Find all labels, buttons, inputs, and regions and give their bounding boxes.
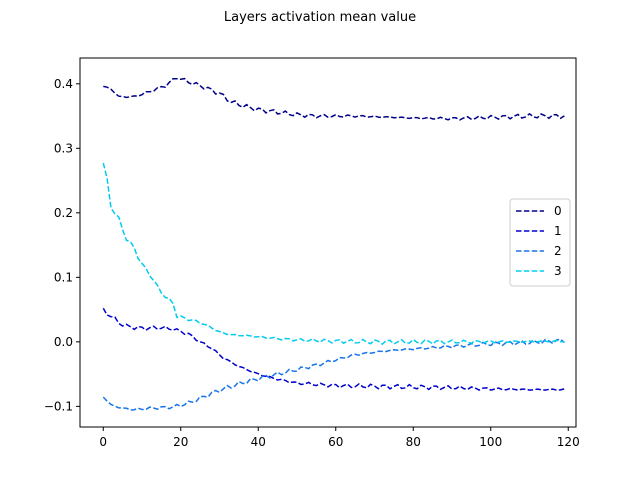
x-tick-label: 60 (328, 435, 343, 449)
series-line-0 (103, 77, 565, 121)
x-tick-label: 80 (406, 435, 421, 449)
legend-label-2: 2 (554, 244, 562, 258)
legend-label-3: 3 (554, 264, 562, 278)
plot-frame (79, 57, 577, 428)
y-axis: −0.1 0.0 0.1 0.2 0.3 0.4 (44, 77, 80, 413)
y-tick-label: 0.4 (54, 77, 73, 91)
chart-title: Layers activation mean value (224, 10, 416, 25)
x-tick-label: 40 (251, 435, 266, 449)
series-layer (102, 77, 565, 411)
y-tick-label: 0.2 (54, 206, 73, 220)
x-tick-label: 0 (99, 435, 107, 449)
y-tick-label: 0.0 (54, 335, 73, 349)
x-tick-label: 20 (173, 435, 188, 449)
legend-label-0: 0 (554, 204, 562, 218)
series-line-3 (102, 162, 565, 346)
y-tick-label: 0.3 (54, 141, 73, 155)
y-tick-label: 0.1 (54, 270, 73, 284)
legend-label-1: 1 (554, 224, 562, 238)
y-tick-label: −0.1 (44, 399, 73, 413)
x-axis: 0 20 40 60 80 100 120 (99, 427, 580, 449)
series-line-2 (102, 338, 565, 411)
legend: 0 1 2 3 (509, 198, 571, 287)
x-tick-label: 120 (557, 435, 580, 449)
legend-box (509, 198, 571, 287)
x-tick-label: 100 (479, 435, 502, 449)
